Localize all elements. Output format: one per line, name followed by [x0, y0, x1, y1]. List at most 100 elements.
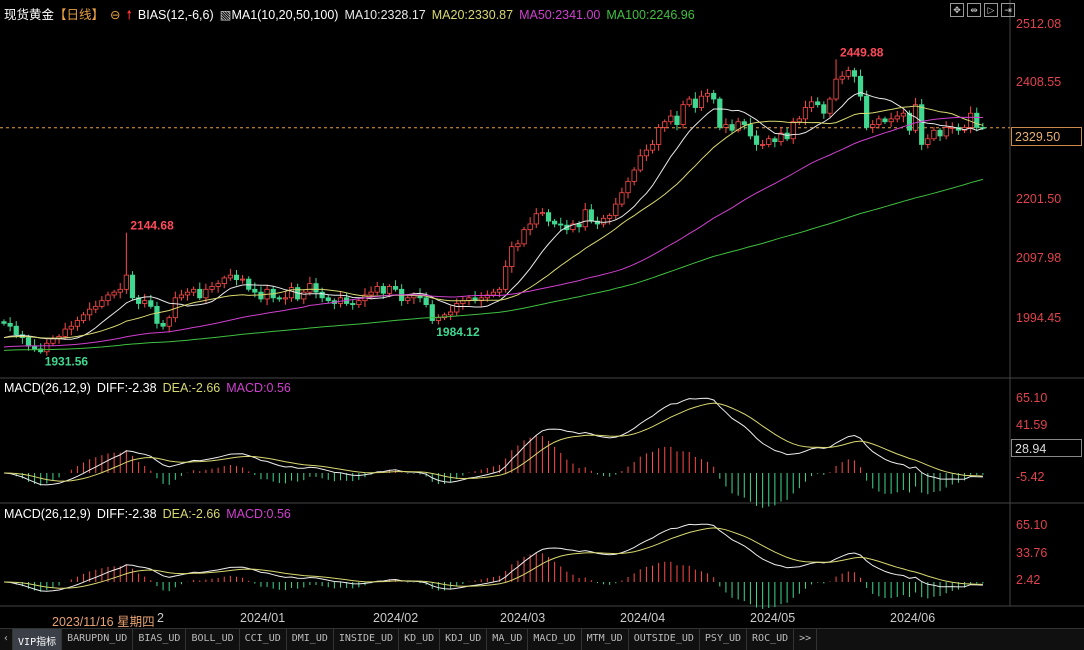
macd2-tick: 65.10: [1016, 518, 1048, 532]
candle-body: [129, 274, 136, 299]
tab-kdj-ud[interactable]: KDJ_UD: [440, 629, 488, 650]
candle-body: [827, 98, 833, 114]
ma100-value: MA100:2246.96: [606, 8, 695, 22]
candle-body: [62, 328, 68, 337]
candle-body: [252, 288, 258, 293]
candle-body: [906, 112, 913, 131]
candle-body: [429, 304, 435, 321]
last-price-box: 2329.50: [1011, 127, 1082, 146]
candle-body: [949, 127, 955, 129]
candle-body: [815, 101, 821, 106]
macd-value: MACD:0.56: [226, 507, 291, 521]
candle-body: [184, 291, 191, 296]
tab-psy-ud[interactable]: PSY_UD: [700, 629, 748, 650]
candle-body: [435, 317, 441, 321]
candle-body: [662, 121, 668, 128]
candle-body: [93, 305, 99, 310]
ma50-line: [3, 116, 983, 348]
candle-body: [796, 118, 802, 123]
candle-body: [50, 338, 56, 344]
candle-body: [839, 75, 845, 80]
candle-body: [313, 283, 319, 293]
candle-body: [864, 95, 870, 128]
crosshair-icon[interactable]: ✥: [950, 3, 964, 17]
candle-body: [166, 317, 172, 327]
low-annotation: 1931.56: [45, 355, 89, 369]
candle-body: [753, 135, 760, 145]
bias-indicator[interactable]: BIAS(12,-6,6): [137, 8, 214, 22]
candle-body: [607, 215, 613, 219]
high-annotation: 2449.88: [840, 45, 884, 59]
candle-body: [631, 169, 637, 182]
settings-circle-icon[interactable]: ⊖: [110, 8, 121, 22]
play-forward-icon[interactable]: ▷: [984, 3, 998, 17]
candle-body: [374, 286, 380, 293]
date-tick: 2024/02: [373, 611, 419, 625]
candle-body: [974, 112, 980, 128]
tab-outside-ud[interactable]: OUTSIDE_UD: [629, 629, 700, 650]
candle-body: [637, 155, 643, 171]
period-label[interactable]: 【日线】: [54, 8, 105, 22]
candle-body: [692, 98, 698, 108]
candle-body: [123, 274, 129, 290]
candle-body: [900, 112, 906, 117]
candle-body: [246, 278, 252, 290]
ma10-line: [3, 91, 984, 340]
tab-scroll-left[interactable]: ‹: [0, 629, 14, 650]
candle-body: [142, 300, 148, 304]
macd-value: MACD:0.56: [226, 381, 291, 395]
indicator-tab-bar: ‹ VIP指标 BARUPDN_UD BIAS_UD BOLL_UD CCI_UD DMI_…: [0, 628, 1084, 650]
ma-set[interactable]: MA1(10,20,50,100): [231, 8, 339, 22]
candle-body: [747, 124, 753, 137]
candle-body: [448, 311, 454, 316]
diff-value: DIFF:-2.38: [96, 507, 157, 521]
tab--[interactable]: >>: [794, 629, 818, 650]
candle-body: [808, 101, 815, 108]
candle-body: [784, 132, 790, 140]
candle-body: [656, 127, 662, 145]
diff-value: DIFF:-2.38: [96, 381, 157, 395]
candle-body: [197, 288, 203, 299]
tab-inside-ud[interactable]: INSIDE_UD: [334, 629, 400, 650]
cursor-date: 2023/11/16 星期四: [52, 615, 155, 629]
tab-roc-ud[interactable]: ROC_UD: [747, 629, 795, 650]
tab-vip-[interactable]: VIP指标: [13, 629, 63, 650]
exit-right-icon[interactable]: ⇥: [1001, 3, 1015, 17]
candle-body: [31, 345, 38, 350]
tab-ma-ud[interactable]: MA_UD: [487, 629, 529, 650]
candle-body: [870, 124, 876, 128]
tab-cci-ud[interactable]: CCI_UD: [240, 629, 287, 650]
macd1-diff-line: [3, 397, 983, 486]
date-tick: 2024/06: [890, 611, 936, 625]
macd1-dea-line: [3, 402, 983, 482]
macd2-tick: 33.76: [1016, 546, 1048, 560]
candle-body: [276, 297, 282, 300]
tab-bias-ud[interactable]: BIAS_UD: [133, 629, 187, 650]
macd-label[interactable]: MACD(26,12,9): [4, 381, 91, 395]
candle-body: [558, 223, 564, 226]
date-tick: 2024/01: [240, 611, 286, 625]
candle-body: [209, 286, 215, 290]
tab-kd-ud[interactable]: KD_UD: [399, 629, 441, 650]
candle-body: [925, 138, 931, 145]
price-tick: 2201.50: [1016, 192, 1062, 206]
candle-body: [772, 138, 778, 143]
tab-boll-ud[interactable]: BOLL_UD: [186, 629, 240, 650]
chart-canvas[interactable]: 2144.68 2449.88 1931.56 1984.12: [0, 0, 1084, 628]
tab-dmi-ud[interactable]: DMI_UD: [287, 629, 334, 650]
candle-body: [619, 192, 625, 205]
candle-body: [503, 266, 509, 290]
candle-body: [496, 288, 503, 293]
zoom-range-icon[interactable]: ⇹: [967, 3, 981, 17]
price-tick: 2097.98: [1016, 251, 1062, 265]
tab-barupdn-ud[interactable]: BARUPDN_UD: [62, 629, 134, 650]
macd-label[interactable]: MACD(26,12,9): [4, 507, 91, 521]
candle-body: [392, 286, 399, 290]
tab-macd-ud[interactable]: MACD_UD: [528, 629, 582, 650]
candle-body: [704, 92, 711, 97]
candle-body: [937, 129, 943, 137]
candle-body: [454, 303, 460, 313]
cursor-date-suffix: 2: [157, 611, 164, 625]
candle-body: [44, 342, 50, 353]
tab-mtm-ud[interactable]: MTM_UD: [582, 629, 629, 650]
